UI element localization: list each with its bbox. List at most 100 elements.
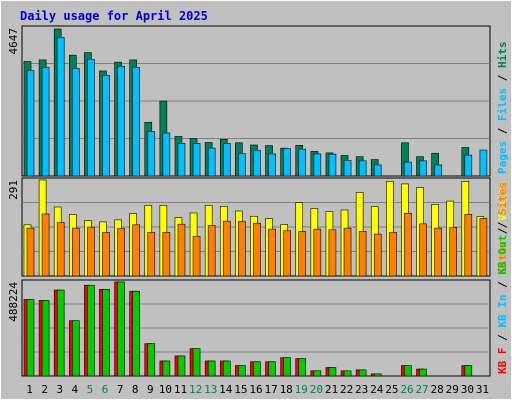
bar: [26, 70, 35, 177]
bar: [192, 348, 201, 377]
day-tick-label: 18: [280, 383, 293, 396]
day-tick-label: 29: [446, 383, 459, 396]
max-value-label: 4647: [7, 28, 20, 55]
bar: [207, 147, 216, 177]
bar: [192, 236, 201, 277]
bar: [102, 232, 110, 277]
legend-entry: /: [496, 121, 509, 141]
day-tick-label: 30: [461, 383, 474, 396]
day-tick-label: 12: [189, 383, 202, 396]
bar: [253, 361, 261, 377]
bar: [313, 370, 322, 377]
day-tick-label: 3: [56, 383, 63, 396]
legend-entry: Hits: [496, 42, 509, 69]
bar: [328, 367, 337, 377]
bar: [147, 232, 156, 277]
bar: [283, 357, 291, 377]
bar: [132, 290, 140, 377]
bar: [313, 153, 322, 177]
day-tick-label: 23: [355, 383, 368, 396]
day-tick-label: 9: [147, 383, 154, 396]
bar: [117, 65, 125, 177]
bar: [71, 227, 80, 277]
bar: [41, 300, 50, 377]
series-kb-out: [26, 281, 473, 377]
bar: [298, 231, 307, 277]
legend-entry: Sites: [496, 182, 509, 215]
max-value-label: 291: [7, 180, 20, 200]
bar: [358, 369, 367, 377]
bar: [132, 67, 140, 177]
bar: [222, 143, 231, 177]
panel-kb: 488224 KB F / KB In / KB Out / Sites: [7, 182, 509, 377]
legend-entry: /: [496, 275, 509, 295]
day-tick-label: 25: [385, 383, 398, 396]
bar: [268, 228, 276, 277]
bar: [162, 232, 171, 277]
bar: [177, 355, 186, 377]
bar: [177, 143, 186, 177]
bar: [238, 153, 246, 177]
bar: [283, 230, 291, 277]
max-value-label: 488224: [7, 282, 20, 322]
bar: [313, 228, 322, 277]
bar: [71, 320, 80, 377]
legend-entry: /: [496, 221, 509, 241]
bar: [373, 233, 382, 277]
day-tick-label: 26: [400, 383, 413, 396]
legend-entry: /: [496, 215, 509, 235]
bar: [464, 365, 473, 377]
bar: [238, 365, 246, 377]
day-tick-label: 2: [41, 383, 48, 396]
day-tick-label: 16: [249, 383, 262, 396]
day-tick-label: 28: [431, 383, 444, 396]
bar: [328, 229, 337, 277]
bar: [41, 67, 50, 177]
bar: [238, 221, 246, 277]
bar: [419, 160, 427, 177]
bar: [434, 227, 442, 277]
day-tick-label: 21: [325, 383, 338, 396]
legend-entry: /: [496, 328, 509, 348]
bar: [298, 358, 307, 377]
legend-entry: KB Out: [496, 235, 509, 275]
bar: [343, 227, 352, 277]
day-tick-label: 11: [174, 383, 187, 396]
legend-entry: /: [496, 68, 509, 88]
day-tick-label: 31: [476, 383, 489, 396]
legend-entry: KB In: [496, 295, 509, 328]
bar: [207, 225, 216, 277]
bar: [192, 143, 201, 177]
bar: [358, 160, 367, 177]
bar: [373, 164, 382, 177]
bar: [222, 360, 231, 377]
legend-entry: Visits: [496, 181, 509, 221]
legend-entry: Sites: [496, 241, 509, 274]
day-tick-label: 13: [204, 383, 217, 396]
bar: [268, 153, 276, 177]
bar: [222, 220, 231, 277]
day-tick-label: 6: [102, 383, 109, 396]
bar: [358, 231, 367, 277]
legend-entry: Pages: [496, 141, 509, 174]
chart-panels: 4647 Pages / Files / Hits 291 Sites / Visit…: [7, 25, 509, 377]
day-tick-label: 4: [72, 383, 79, 396]
bar: [479, 149, 488, 177]
bar: [71, 68, 80, 177]
series-sites: [26, 212, 488, 277]
day-tick-label: 22: [340, 383, 353, 396]
legend-label: Sites / Visits: [496, 181, 509, 274]
bar: [41, 213, 50, 277]
bar: [147, 131, 156, 177]
bar: [434, 164, 442, 177]
bar: [102, 75, 110, 177]
bar: [87, 58, 95, 177]
chart-title: Daily usage for April 2025: [20, 9, 208, 23]
bar: [56, 37, 65, 177]
bar: [87, 284, 95, 377]
bar: [162, 132, 171, 177]
bar: [253, 150, 261, 177]
bar: [404, 212, 412, 277]
